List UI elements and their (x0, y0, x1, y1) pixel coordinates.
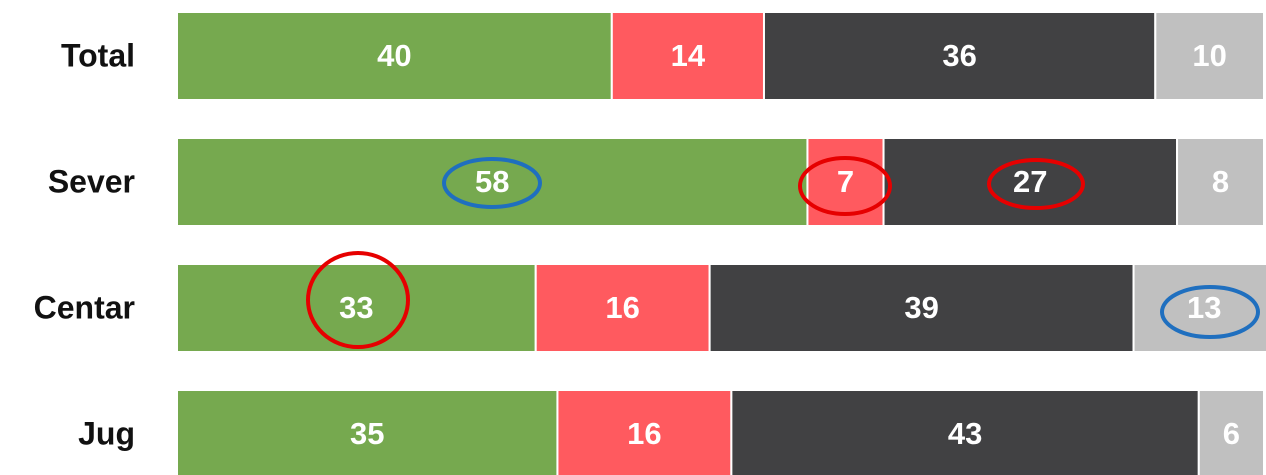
bar-segment (176, 389, 559, 475)
value-label: 36 (942, 38, 976, 73)
bar-segment (1176, 137, 1266, 227)
highlight-ring (442, 157, 542, 209)
category-label: Jug (78, 415, 135, 451)
bar-segment (762, 11, 1157, 101)
value-label: 35 (350, 416, 384, 451)
bar-segment (1154, 11, 1266, 101)
bar-segment (176, 137, 809, 227)
value-label: 16 (627, 416, 661, 451)
value-label: 33 (339, 290, 373, 325)
value-label: 8 (1212, 164, 1229, 199)
highlight-ring (987, 158, 1085, 210)
highlight-ring (798, 156, 892, 216)
value-label: 16 (605, 290, 639, 325)
category-label: Sever (48, 163, 135, 199)
category-label: Centar (34, 289, 135, 325)
value-label: 7 (837, 164, 854, 199)
value-label: 10 (1192, 38, 1226, 73)
value-label: 43 (948, 416, 982, 451)
bar-segment (534, 263, 711, 353)
value-label: 27 (1013, 164, 1047, 199)
value-label: 58 (475, 164, 509, 199)
value-label: 39 (904, 290, 938, 325)
category-label: Total (61, 37, 135, 73)
value-label: 40 (377, 38, 411, 73)
value-label: 6 (1223, 416, 1240, 451)
highlight-ring (306, 251, 410, 349)
value-label: 14 (671, 38, 706, 73)
annotations (306, 156, 1260, 349)
bars: Total 40 14 36 10 Sever 58 7 27 8 Centar 33 16 39 13 Ju… (34, 11, 1266, 475)
bar-segment (610, 11, 765, 101)
bar-segment (176, 11, 613, 101)
bar-segment (882, 137, 1179, 227)
bar-segment (176, 263, 537, 353)
bar-segment (1197, 389, 1266, 475)
highlight-ring (1160, 285, 1260, 339)
value-label: 13 (1187, 290, 1221, 325)
bar-segment (730, 389, 1200, 475)
bar-segment (556, 389, 733, 475)
